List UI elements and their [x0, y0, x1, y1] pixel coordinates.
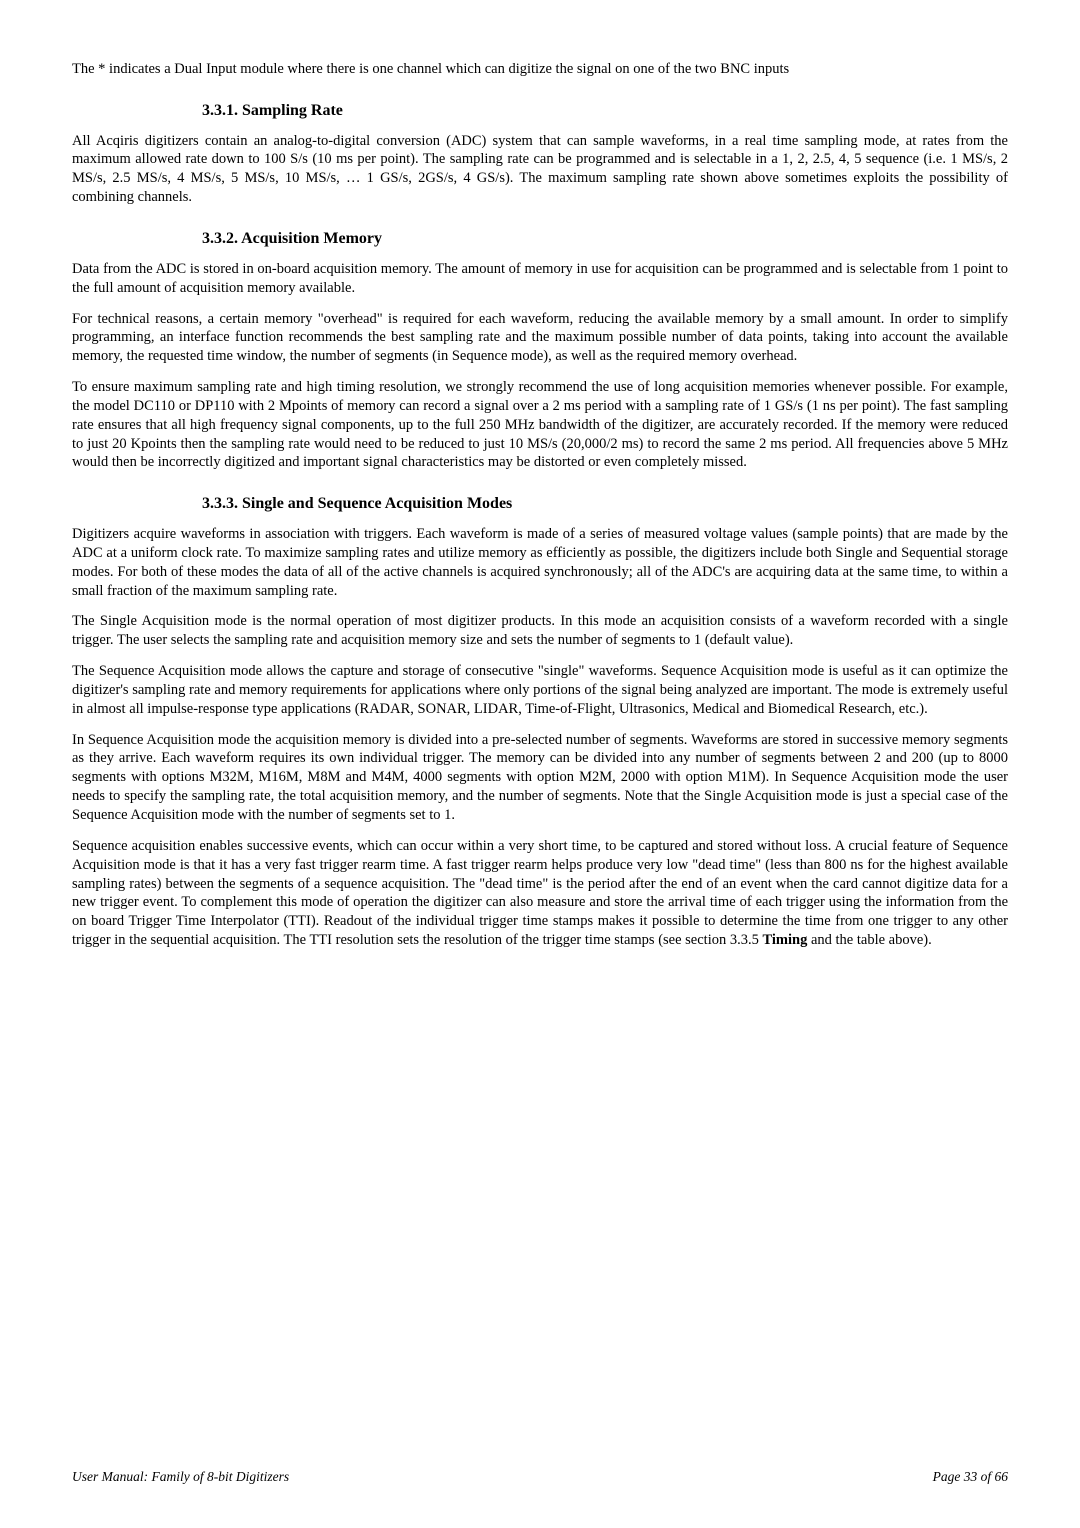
- body-paragraph: The Single Acquisition mode is the norma…: [72, 612, 1008, 650]
- body-paragraph: Data from the ADC is stored in on-board …: [72, 260, 1008, 298]
- body-paragraph: Sequence acquisition enables successive …: [72, 837, 1008, 950]
- heading-sampling-rate: 3.3.1. Sampling Rate: [72, 101, 1008, 122]
- body-paragraph: All Acqiris digitizers contain an analog…: [72, 132, 1008, 207]
- heading-single-sequence: 3.3.3. Single and Sequence Acquisition M…: [72, 494, 1008, 515]
- body-paragraph: To ensure maximum sampling rate and high…: [72, 378, 1008, 472]
- body-paragraph: Digitizers acquire waveforms in associat…: [72, 525, 1008, 600]
- body-text: and the table above).: [807, 932, 931, 948]
- intro-paragraph: The * indicates a Dual Input module wher…: [72, 60, 1008, 79]
- page-footer: User Manual: Family of 8-bit Digitizers …: [72, 1468, 1008, 1486]
- body-paragraph: In Sequence Acquisition mode the acquisi…: [72, 731, 1008, 825]
- footer-right: Page 33 of 66: [933, 1468, 1008, 1486]
- bold-text: Timing: [762, 932, 807, 948]
- heading-acquisition-memory: 3.3.2. Acquisition Memory: [72, 229, 1008, 250]
- footer-left: User Manual: Family of 8-bit Digitizers: [72, 1468, 289, 1486]
- body-paragraph: The Sequence Acquisition mode allows the…: [72, 662, 1008, 719]
- body-paragraph: For technical reasons, a certain memory …: [72, 310, 1008, 367]
